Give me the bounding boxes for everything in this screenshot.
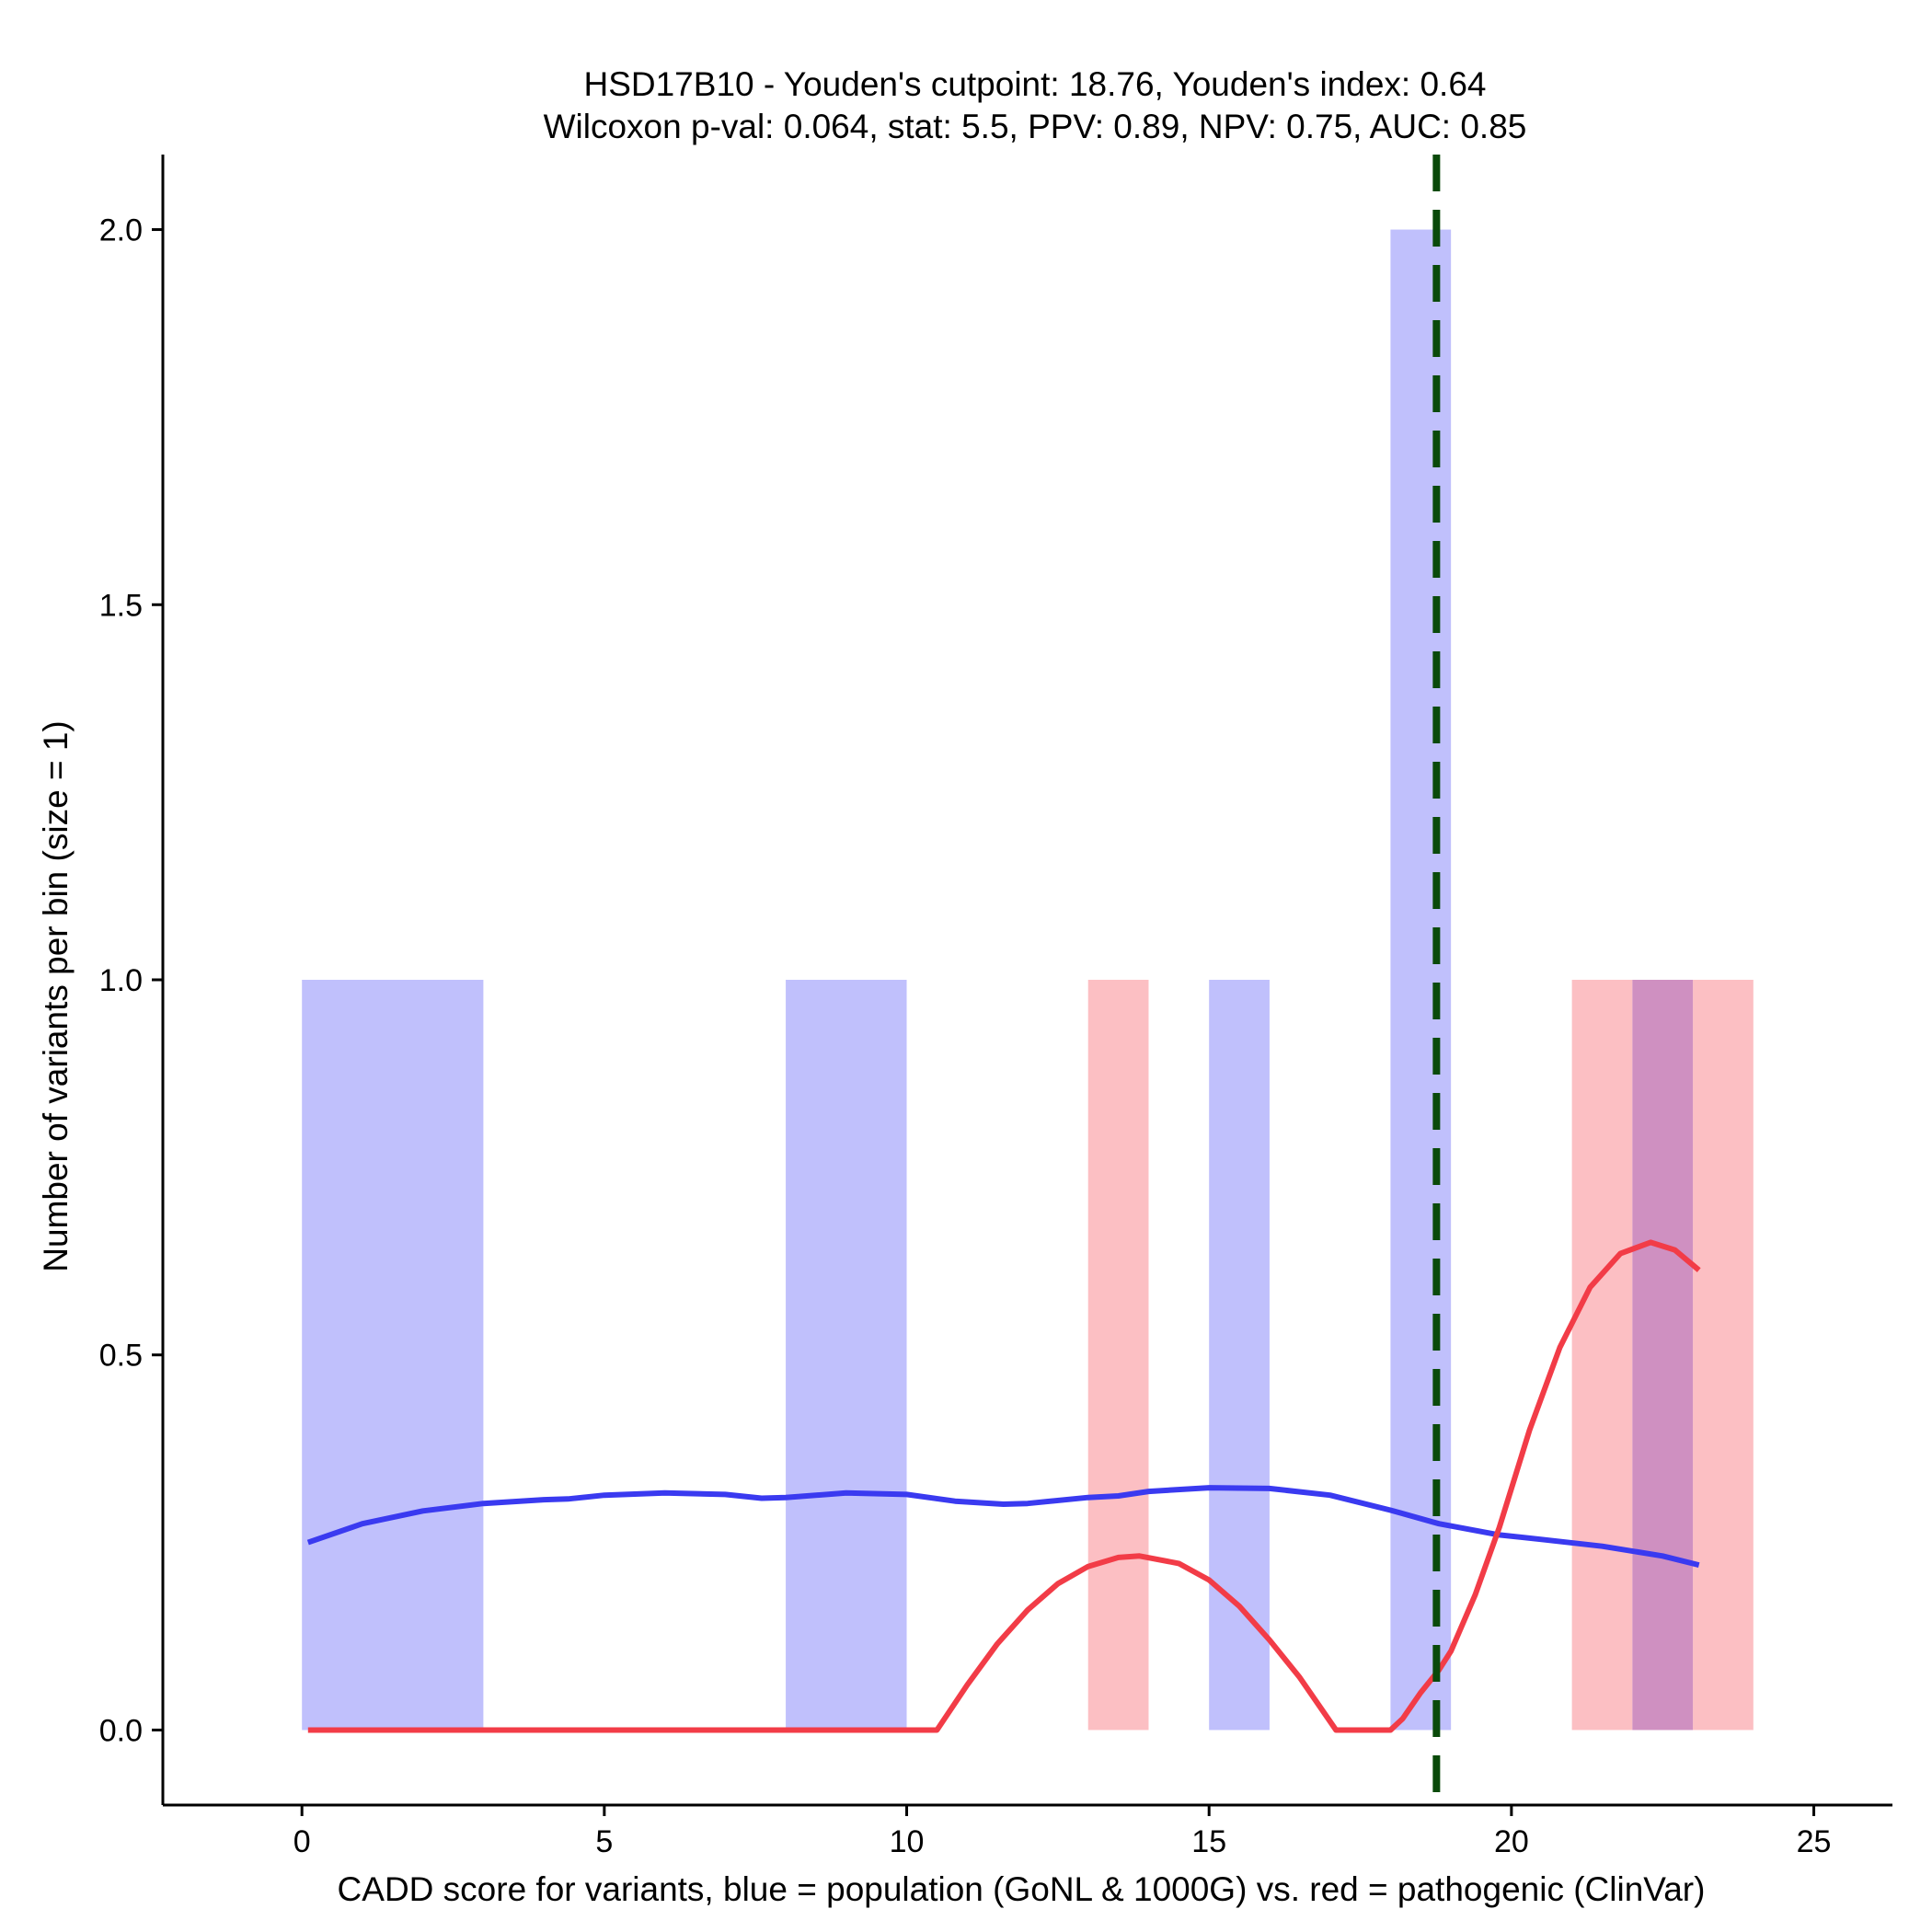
chart-title-line-1: HSD17B10 - Youden's cutpoint: 18.76, You… xyxy=(583,65,1486,103)
overlap-bar xyxy=(1632,980,1694,1731)
population-bar xyxy=(302,980,484,1731)
x-tick-label: 15 xyxy=(1191,1824,1226,1859)
x-tick-label: 0 xyxy=(293,1824,311,1859)
pathogenic-bar xyxy=(1087,980,1149,1731)
y-tick-label: 0.5 xyxy=(99,1339,143,1374)
x-tick-label: 20 xyxy=(1494,1824,1529,1859)
x-axis-title: CADD score for variants, blue = populati… xyxy=(338,1870,1706,1908)
y-axis-title: Number of variants per bin (size = 1) xyxy=(37,720,75,1271)
pathogenic-bar xyxy=(1571,980,1633,1731)
population-density-line xyxy=(306,1485,1700,1569)
histogram-bars xyxy=(302,229,1754,1731)
x-tick-label: 5 xyxy=(595,1824,613,1859)
pathogenic-bar xyxy=(1693,980,1754,1731)
y-ticks: 0.0 0.5 1.0 1.5 2.0 xyxy=(99,213,163,1748)
population-bar xyxy=(1209,980,1270,1731)
population-bar xyxy=(1390,229,1452,1731)
chart-title-line-2: Wilcoxon p-val: 0.064, stat: 5.5, PPV: 0… xyxy=(544,108,1527,145)
x-ticks: 0 5 10 15 20 25 xyxy=(293,1805,1832,1859)
y-tick-label: 0.0 xyxy=(99,1713,143,1748)
y-tick-label: 2.0 xyxy=(99,213,143,248)
x-tick-label: 25 xyxy=(1797,1824,1832,1859)
y-tick-label: 1.0 xyxy=(99,963,143,998)
x-tick-label: 10 xyxy=(890,1824,925,1859)
density-curves xyxy=(306,1239,1701,1733)
y-tick-label: 1.5 xyxy=(99,588,143,623)
population-bar xyxy=(786,980,907,1731)
pathogenic-density-line xyxy=(307,1239,1701,1733)
